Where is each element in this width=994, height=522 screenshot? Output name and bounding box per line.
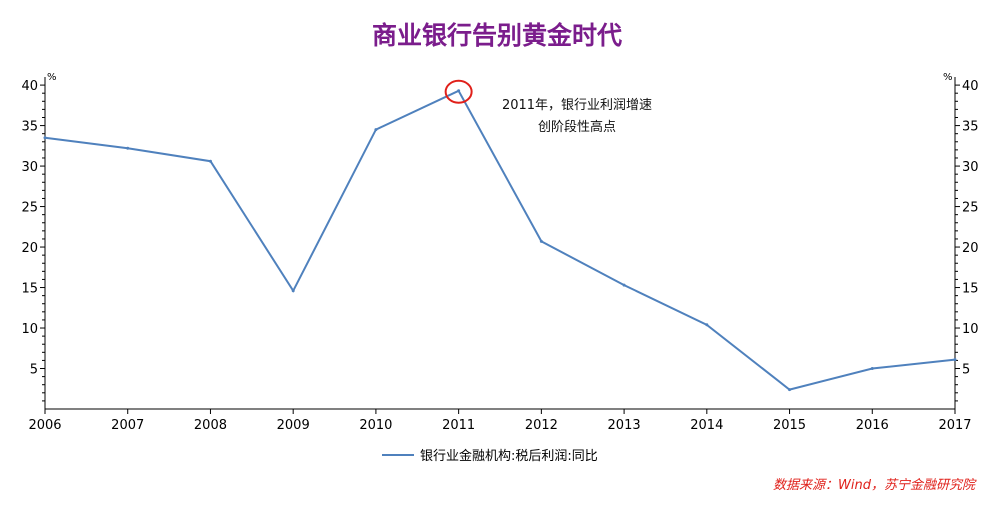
left-y-tick-label: 30 (21, 160, 38, 175)
data-point (126, 146, 130, 150)
data-point (457, 89, 461, 93)
data-point (705, 323, 709, 327)
series-line (44, 89, 956, 391)
x-tick-label: 2006 (28, 418, 61, 433)
left-y-tick-label: 35 (21, 120, 38, 135)
left-y-tick-label: 25 (21, 201, 38, 216)
right-unit-label: % (943, 72, 953, 83)
right-y-ticks: 5 10 15 20 25 30 35 40 (955, 79, 979, 402)
data-point (43, 136, 47, 140)
left-y-tick-label: 15 (21, 282, 38, 297)
series-points (43, 89, 957, 392)
x-tick-label: 2009 (277, 418, 310, 433)
x-tick-label: 2007 (111, 418, 144, 433)
annotation-circle (444, 79, 473, 104)
chart-title: 商业银行告别黄金时代 (372, 21, 622, 50)
right-y-tick-label: 30 (962, 160, 979, 175)
data-point (788, 388, 792, 392)
right-y-tick-label: 25 (962, 201, 979, 216)
right-y-tick-label: 10 (962, 322, 979, 337)
annotation-line-1: 2011年，银行业利润增速 (502, 98, 652, 113)
left-y-tick-label: 10 (21, 322, 38, 337)
right-y-tick-label: 15 (962, 282, 979, 297)
left-unit-label: % (47, 72, 57, 83)
annotation-line-2: 创阶段性高点 (538, 119, 616, 135)
source-note: 数据来源：Wind，苏宁金融研究院 (773, 477, 977, 493)
x-tick-label: 2014 (690, 418, 723, 433)
legend: 银行业金融机构:税后利润:同比 (382, 448, 598, 464)
x-ticks: 2006 2007 2008 2009 2010 2011 2012 2013 2014 2015… (28, 409, 972, 433)
left-y-tick-label: 5 (30, 363, 38, 378)
x-tick-label: 2016 (856, 418, 889, 433)
data-point (208, 159, 212, 163)
data-point (870, 367, 874, 371)
data-point (953, 358, 957, 362)
legend-label: 银行业金融机构:税后利润:同比 (420, 448, 598, 464)
data-point (622, 283, 626, 287)
right-y-tick-label: 40 (962, 79, 979, 94)
left-y-tick-label: 20 (21, 241, 38, 256)
left-y-tick-label: 40 (21, 79, 38, 94)
x-tick-label: 2008 (194, 418, 227, 433)
data-point (374, 128, 378, 132)
data-point (291, 289, 295, 293)
left-y-ticks: 5 10 15 20 25 30 35 40 (21, 79, 45, 402)
right-y-tick-label: 20 (962, 241, 979, 256)
x-tick-label: 2017 (938, 418, 971, 433)
data-point (539, 239, 543, 243)
x-tick-label: 2015 (773, 418, 806, 433)
x-tick-label: 2011 (442, 418, 475, 433)
x-tick-label: 2013 (608, 418, 641, 433)
x-tick-label: 2010 (359, 418, 392, 433)
x-tick-label: 2012 (525, 418, 558, 433)
right-y-tick-label: 35 (962, 120, 979, 135)
right-y-tick-label: 5 (962, 363, 970, 378)
